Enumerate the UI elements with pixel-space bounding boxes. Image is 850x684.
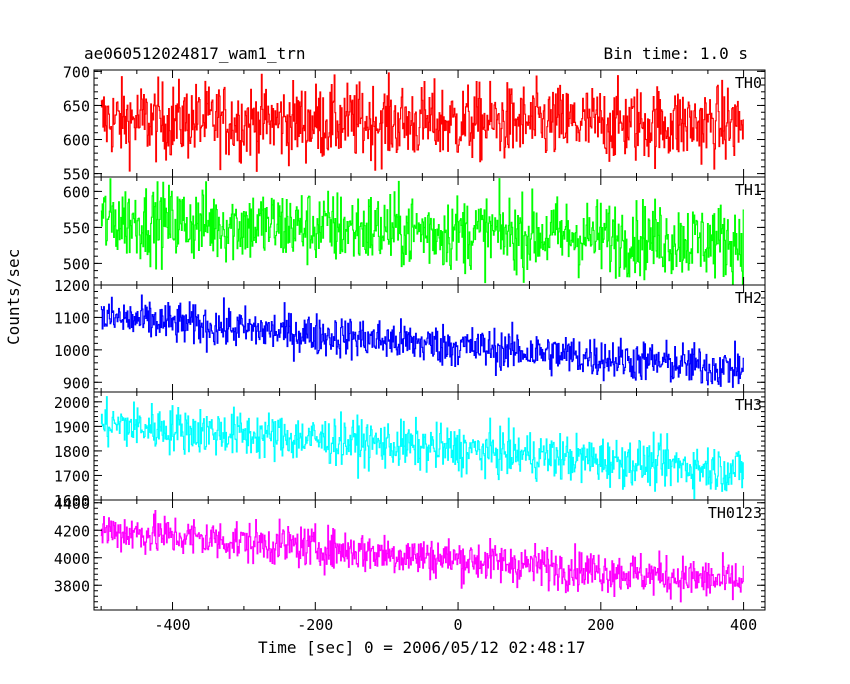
x-tick-label: 0 [454, 616, 463, 634]
series-th0-line [100, 72, 744, 172]
x-axis-label: Time [sec] 0 = 2006/05/12 02:48:17 [258, 638, 586, 657]
panel-label-th1: TH1 [735, 181, 762, 199]
series-th0123-line [100, 509, 744, 603]
series-th3-line [100, 396, 744, 500]
y-tick-label: 700 [63, 63, 90, 81]
panel-label-th3: TH3 [735, 396, 762, 414]
y-tick-label: 1000 [54, 342, 90, 360]
y-tick-label: 600 [63, 132, 90, 150]
y-tick-label: 550 [63, 166, 90, 184]
y-tick-label: 600 [63, 183, 90, 201]
x-tick-label: -400 [154, 616, 190, 634]
series-th2-line [100, 294, 744, 388]
x-tick-label: 400 [730, 616, 757, 634]
y-tick-label: 2000 [54, 394, 90, 412]
y-tick-label: 1200 [54, 277, 90, 295]
y-tick-label: 900 [63, 374, 90, 392]
panel-th0123-frame [93, 499, 766, 611]
bin-time-label: Bin time: 1.0 s [603, 44, 749, 63]
y-tick-label: 4400 [54, 495, 90, 513]
plot-title: ae060512024817_wam1_trn [84, 44, 306, 63]
y-tick-label: 1100 [54, 309, 90, 327]
series-th1-line [100, 178, 744, 285]
y-tick-label: 4000 [54, 550, 90, 568]
y-tick-label: 3800 [54, 577, 90, 595]
y-tick-label: 1900 [54, 418, 90, 436]
y-tick-label: 1600 [54, 492, 90, 510]
panel-label-th0: TH0 [735, 74, 762, 92]
panel-label-th2: TH2 [735, 289, 762, 307]
y-tick-label: 1800 [54, 443, 90, 461]
y-tick-label: 500 [63, 255, 90, 273]
x-tick-label: 200 [587, 616, 614, 634]
x-tick-label: -200 [297, 616, 333, 634]
panel-label-th0123: TH0123 [708, 504, 762, 522]
y-tick-label: 550 [63, 219, 90, 237]
y-tick-label: 1700 [54, 467, 90, 485]
y-tick-label: 650 [63, 97, 90, 115]
y-tick-label: 4200 [54, 522, 90, 540]
y-axis-label: Counts/sec [4, 248, 23, 345]
